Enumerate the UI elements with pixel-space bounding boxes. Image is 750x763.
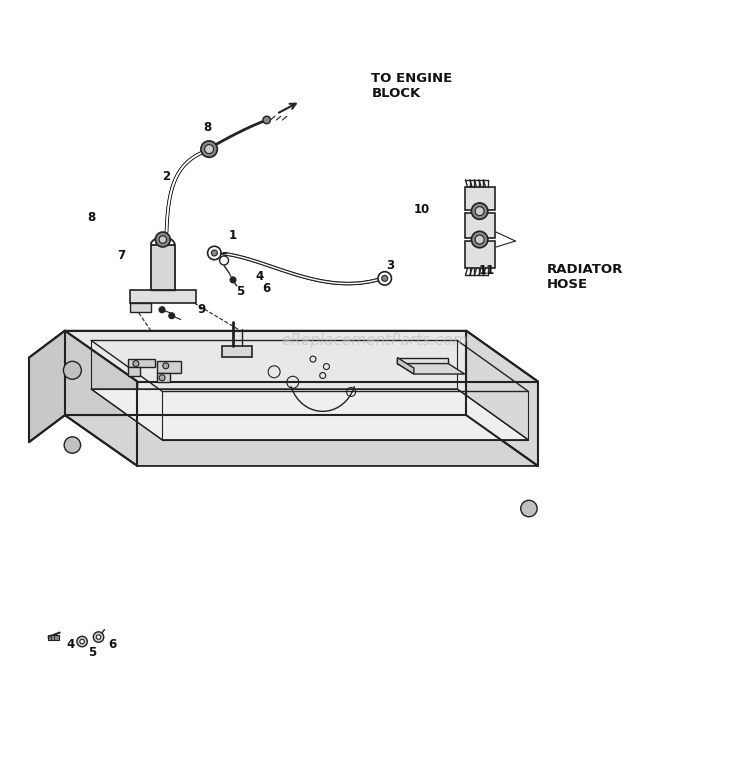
Circle shape xyxy=(64,436,80,453)
Bar xyxy=(151,245,175,290)
Text: 6: 6 xyxy=(262,282,271,295)
Text: 5: 5 xyxy=(236,285,244,298)
Polygon shape xyxy=(29,330,65,442)
Polygon shape xyxy=(398,358,448,363)
Text: 2: 2 xyxy=(162,169,170,182)
Polygon shape xyxy=(29,330,65,442)
Text: 9: 9 xyxy=(197,302,206,316)
Circle shape xyxy=(159,375,165,381)
Text: 11: 11 xyxy=(479,265,495,278)
Circle shape xyxy=(476,235,484,244)
Circle shape xyxy=(472,231,488,248)
Circle shape xyxy=(476,207,484,216)
Text: 10: 10 xyxy=(414,203,430,216)
Circle shape xyxy=(64,362,81,379)
Circle shape xyxy=(155,232,170,247)
Text: eReplacementParts.com: eReplacementParts.com xyxy=(282,333,468,348)
Circle shape xyxy=(208,246,221,259)
Circle shape xyxy=(201,141,217,157)
Circle shape xyxy=(205,145,214,153)
Circle shape xyxy=(263,116,271,124)
Bar xyxy=(465,213,494,238)
Bar xyxy=(465,241,494,268)
Text: 8: 8 xyxy=(202,121,211,134)
Circle shape xyxy=(163,363,169,369)
Text: 5: 5 xyxy=(88,646,97,659)
Text: 7: 7 xyxy=(117,250,125,262)
Polygon shape xyxy=(130,303,151,312)
Circle shape xyxy=(96,635,100,639)
Polygon shape xyxy=(65,330,466,415)
Bar xyxy=(465,187,494,210)
Circle shape xyxy=(133,361,139,366)
Text: 4: 4 xyxy=(255,270,263,283)
Text: 1: 1 xyxy=(229,230,237,243)
Polygon shape xyxy=(65,330,538,382)
Polygon shape xyxy=(128,366,140,375)
Polygon shape xyxy=(398,363,465,374)
Polygon shape xyxy=(466,330,538,466)
Circle shape xyxy=(520,501,537,517)
Circle shape xyxy=(230,277,236,283)
Polygon shape xyxy=(222,346,252,357)
Text: TO ENGINE
BLOCK: TO ENGINE BLOCK xyxy=(371,72,452,101)
Circle shape xyxy=(93,632,104,642)
Text: 4: 4 xyxy=(66,638,74,651)
Polygon shape xyxy=(157,372,170,382)
Polygon shape xyxy=(128,359,154,366)
Text: RADIATOR
HOSE: RADIATOR HOSE xyxy=(547,263,623,291)
Circle shape xyxy=(382,275,388,282)
Text: 3: 3 xyxy=(386,259,394,272)
Polygon shape xyxy=(91,389,528,439)
Circle shape xyxy=(472,203,488,219)
Polygon shape xyxy=(65,330,137,466)
Polygon shape xyxy=(65,415,538,466)
Polygon shape xyxy=(157,362,181,372)
Text: 8: 8 xyxy=(87,211,95,224)
Circle shape xyxy=(159,236,166,243)
Circle shape xyxy=(76,636,87,647)
Bar xyxy=(49,635,59,640)
Circle shape xyxy=(159,307,165,313)
Polygon shape xyxy=(398,358,414,374)
Text: 6: 6 xyxy=(108,638,116,651)
Circle shape xyxy=(211,250,217,256)
Circle shape xyxy=(169,313,175,319)
Circle shape xyxy=(80,639,84,644)
Polygon shape xyxy=(130,290,196,303)
Circle shape xyxy=(378,272,392,285)
Circle shape xyxy=(220,256,229,265)
